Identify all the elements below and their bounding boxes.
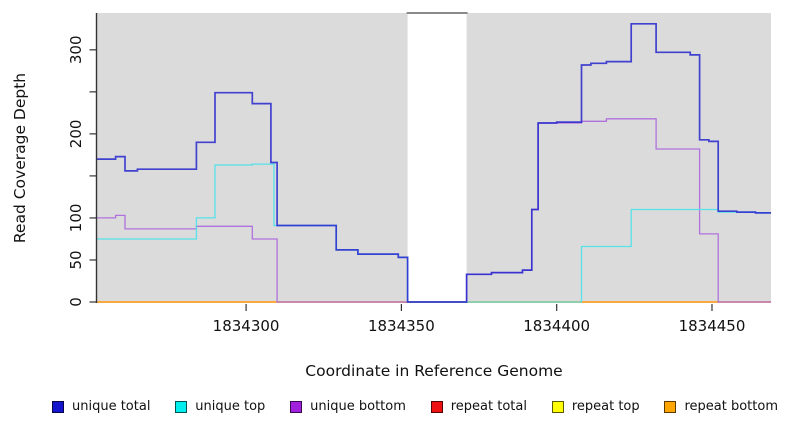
y-tick-label: 50	[67, 250, 85, 269]
legend-label: unique bottom	[310, 399, 406, 414]
legend-item-repeat-bottom: repeat bottom	[664, 399, 778, 414]
legend-swatch	[664, 400, 677, 413]
legend-item-repeat-top: repeat top	[551, 399, 640, 414]
legend-label: unique total	[72, 399, 151, 414]
coverage-chart: 0 50 100 200 300 1834300 1834350 1834400 183445…	[11, 12, 771, 380]
x-tick-label: 1834400	[523, 317, 590, 335]
legend-item-unique-total: unique total	[52, 399, 150, 414]
y-axis-ticks: 0 50 100 200 300	[67, 35, 97, 307]
legend-item-unique-top: unique top	[175, 399, 265, 414]
legend-swatch	[290, 400, 303, 413]
gap-top-border	[406, 12, 468, 14]
y-tick-label: 100	[67, 204, 85, 233]
legend-swatch	[52, 400, 64, 413]
legend-item-unique-bottom: unique bottom	[290, 399, 406, 414]
chart-legend: unique total unique top unique bottom repea…	[0, 399, 792, 414]
y-axis-title: Read Coverage Depth	[11, 73, 29, 243]
x-tick-label: 1834350	[368, 317, 435, 335]
legend-swatch	[175, 400, 188, 413]
y-axis: 0 50 100 200 300	[67, 13, 98, 307]
legend-swatch	[430, 400, 443, 413]
legend-item-repeat-total: repeat total	[430, 399, 527, 414]
x-tick-label: 1834450	[679, 317, 746, 335]
y-tick-label: 300	[67, 35, 85, 64]
series-lines	[97, 22, 771, 303]
legend-label: repeat top	[571, 399, 640, 414]
x-axis-ticks: 1834300 1834350 1834400 1834450	[213, 304, 746, 335]
legend-label: repeat total	[450, 399, 527, 414]
legend-swatch	[551, 400, 564, 413]
y-tick-label: 0	[67, 297, 85, 307]
gap-region	[407, 13, 467, 303]
x-axis-title: Coordinate in Reference Genome	[305, 362, 562, 380]
x-tick-label: 1834300	[213, 317, 280, 335]
x-axis: 1834300 1834350 1834400 1834450	[213, 304, 746, 335]
y-tick-label: 200	[67, 120, 85, 149]
series-line-unique-total	[97, 22, 771, 303]
legend-label: repeat bottom	[684, 399, 778, 414]
legend-label: unique top	[195, 399, 266, 414]
